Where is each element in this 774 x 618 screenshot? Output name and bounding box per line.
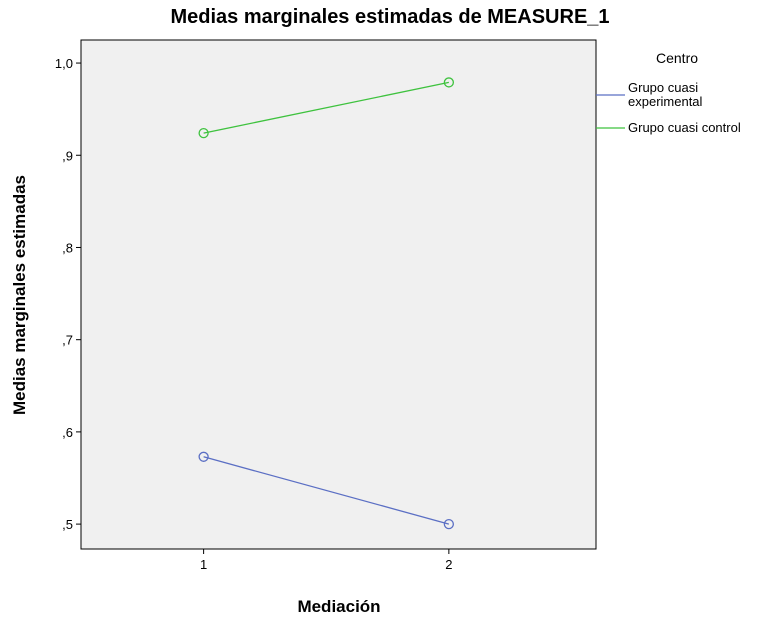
data-point [443,77,455,88]
x-axis-label: Mediación [297,597,380,616]
y-tick-label: ,9 [62,148,73,163]
x-tick-label: 2 [445,557,452,572]
plot-area [80,39,597,550]
series-line-1 [203,456,450,525]
data-point [198,127,209,139]
series-group [198,77,455,530]
x-tick-label: 1 [200,557,207,572]
legend: Grupo cuasi experimental Grupo cuasi contr… [596,80,741,135]
series-line-2 [203,81,449,134]
y-axis-label: Medias marginales estimadas [10,175,29,415]
data-point [443,518,455,530]
y-tick-label: 1,0 [55,56,73,71]
legend-title: Centro [656,50,698,66]
y-axis: ,5 ,6 ,7 ,8 ,9 1,0 [55,56,81,532]
y-tick-label: ,7 [62,333,73,348]
legend-label: Grupo cuasi control [628,120,741,135]
y-tick-label: ,5 [62,517,73,532]
legend-label: Grupo cuasi experimental [628,80,703,109]
data-point [198,451,209,462]
y-tick-label: ,6 [62,425,73,440]
y-tick-label: ,8 [62,240,73,255]
chart-title: Medias marginales estimadas de MEASURE_1 [170,6,609,28]
